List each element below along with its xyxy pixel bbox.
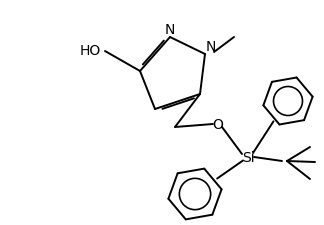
Text: N: N <box>206 40 216 54</box>
Text: O: O <box>213 117 224 131</box>
Text: HO: HO <box>80 44 101 58</box>
Text: Si: Si <box>242 150 254 164</box>
Text: N: N <box>165 23 175 37</box>
